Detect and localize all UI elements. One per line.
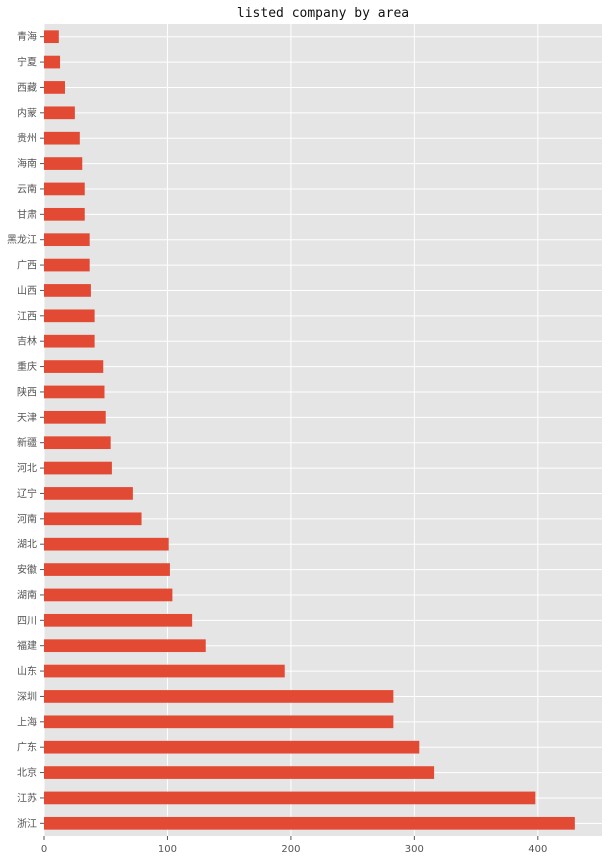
bar-5 (44, 157, 83, 170)
y-tick-label: 山东 (17, 665, 37, 678)
y-tick-label: 陕西 (17, 385, 37, 398)
bar-25 (44, 664, 285, 678)
bar-2 (44, 81, 65, 94)
bar-4 (44, 131, 80, 145)
bar-9 (44, 258, 90, 272)
y-tick-label: 重庆 (17, 360, 37, 373)
plot-area (44, 24, 602, 836)
y-tick-label: 深圳 (17, 691, 37, 703)
y-tick-label: 湖北 (17, 539, 37, 551)
bar-29 (44, 766, 435, 779)
x-tick-label: 0 (41, 844, 47, 855)
x-tick-label: 400 (528, 844, 547, 855)
y-tick-label: 新疆 (17, 436, 37, 449)
y-tick-label: 吉林 (17, 335, 37, 348)
y-tick-label: 江苏 (17, 791, 37, 804)
y-tick-label: 宁夏 (17, 56, 37, 69)
y-tick-label: 西藏 (17, 82, 37, 94)
y-tick-label: 甘肃 (17, 208, 37, 221)
y-tick-label: 内蒙 (17, 106, 37, 119)
chart-title: listed company by area (237, 6, 409, 21)
bar-16 (44, 436, 111, 450)
bar-20 (44, 537, 169, 551)
bar-27 (44, 715, 394, 729)
bar-14 (44, 385, 105, 399)
y-tick-label: 安徽 (17, 563, 37, 576)
y-tick-label: 江西 (17, 310, 37, 322)
bar-24 (44, 639, 206, 653)
bar-6 (44, 182, 85, 196)
bar-23 (44, 613, 193, 627)
y-tick-label: 青海 (17, 30, 37, 43)
bar-19 (44, 512, 142, 526)
bar-21 (44, 563, 170, 576)
y-tick-label: 贵州 (17, 132, 37, 145)
bar-11 (44, 309, 95, 323)
bar-31 (44, 816, 575, 830)
bar-13 (44, 360, 104, 373)
bar-12 (44, 334, 95, 348)
y-tick-label: 浙江 (17, 818, 37, 830)
bar-22 (44, 588, 173, 602)
y-tick-label: 河北 (17, 463, 37, 475)
x-tick-label: 200 (281, 844, 300, 855)
bar-26 (44, 690, 394, 703)
x-tick-label: 300 (405, 844, 424, 855)
y-tick-label: 广东 (17, 741, 37, 754)
y-tick-label: 北京 (17, 766, 37, 779)
bar-30 (44, 791, 536, 805)
y-tick-label: 湖南 (17, 588, 37, 601)
bar-18 (44, 487, 133, 500)
y-tick-label: 黑龙江 (7, 233, 37, 246)
bar-10 (44, 284, 91, 297)
y-tick-label: 福建 (17, 639, 37, 652)
bar-1 (44, 55, 61, 69)
y-tick-label: 上海 (17, 715, 37, 728)
y-tick-label: 海南 (17, 157, 37, 170)
y-tick-label: 四川 (17, 616, 37, 627)
y-tick-label: 河南 (17, 512, 37, 525)
bar-17 (44, 461, 112, 475)
x-tick-label: 100 (158, 844, 177, 855)
bar-28 (44, 740, 420, 754)
bar-15 (44, 410, 106, 424)
bar-3 (44, 106, 75, 120)
y-tick-label: 云南 (17, 182, 37, 195)
bar-8 (44, 233, 90, 247)
y-tick-label: 山西 (17, 285, 37, 297)
y-tick-label: 辽宁 (17, 487, 37, 500)
y-tick-label: 天津 (17, 412, 37, 424)
y-tick-label: 广西 (17, 260, 37, 272)
bar-0 (44, 30, 59, 44)
bar-7 (44, 207, 85, 221)
